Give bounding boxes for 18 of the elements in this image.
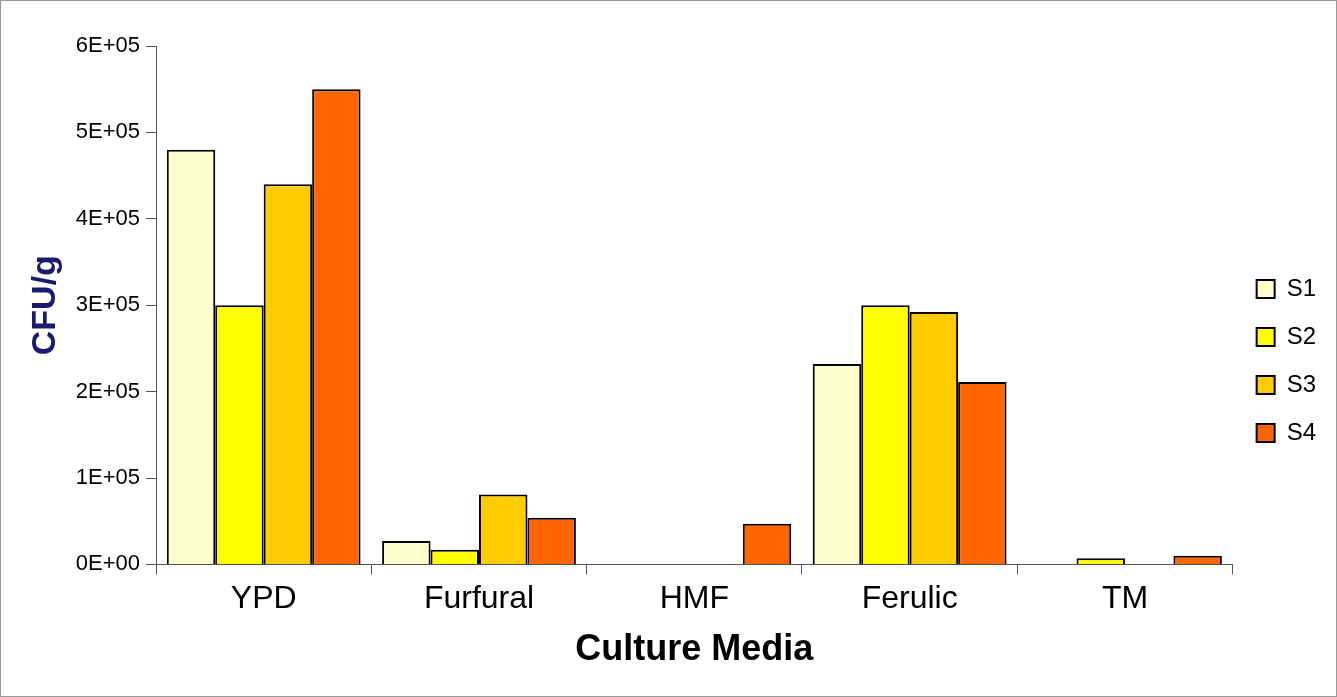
y-tick-label: 4E+05 [75,204,141,230]
legend-label: S1 [1286,273,1316,301]
x-tick-label: YPD [230,579,297,616]
legend-label: S3 [1286,369,1316,397]
x-axis-title: Culture Media [575,627,815,669]
legend-label: S2 [1286,321,1316,349]
x-tick-label: Furfural [423,579,535,616]
y-tick-label: 0E+00 [75,550,141,576]
y-tick-label: 6E+05 [75,32,141,58]
y-tick-label: 5E+05 [75,118,141,144]
y-tick-label: 2E+05 [75,377,141,403]
x-tick-label: Ferulic [861,579,958,616]
y-tick-label: 1E+05 [75,464,141,490]
x-tick-label: HMF [659,579,729,616]
y-axis-title: CFU/g [23,255,62,356]
x-tick-label: TM [1101,579,1149,616]
legend-label: S4 [1286,417,1316,445]
y-tick-label: 3E+05 [75,291,141,317]
